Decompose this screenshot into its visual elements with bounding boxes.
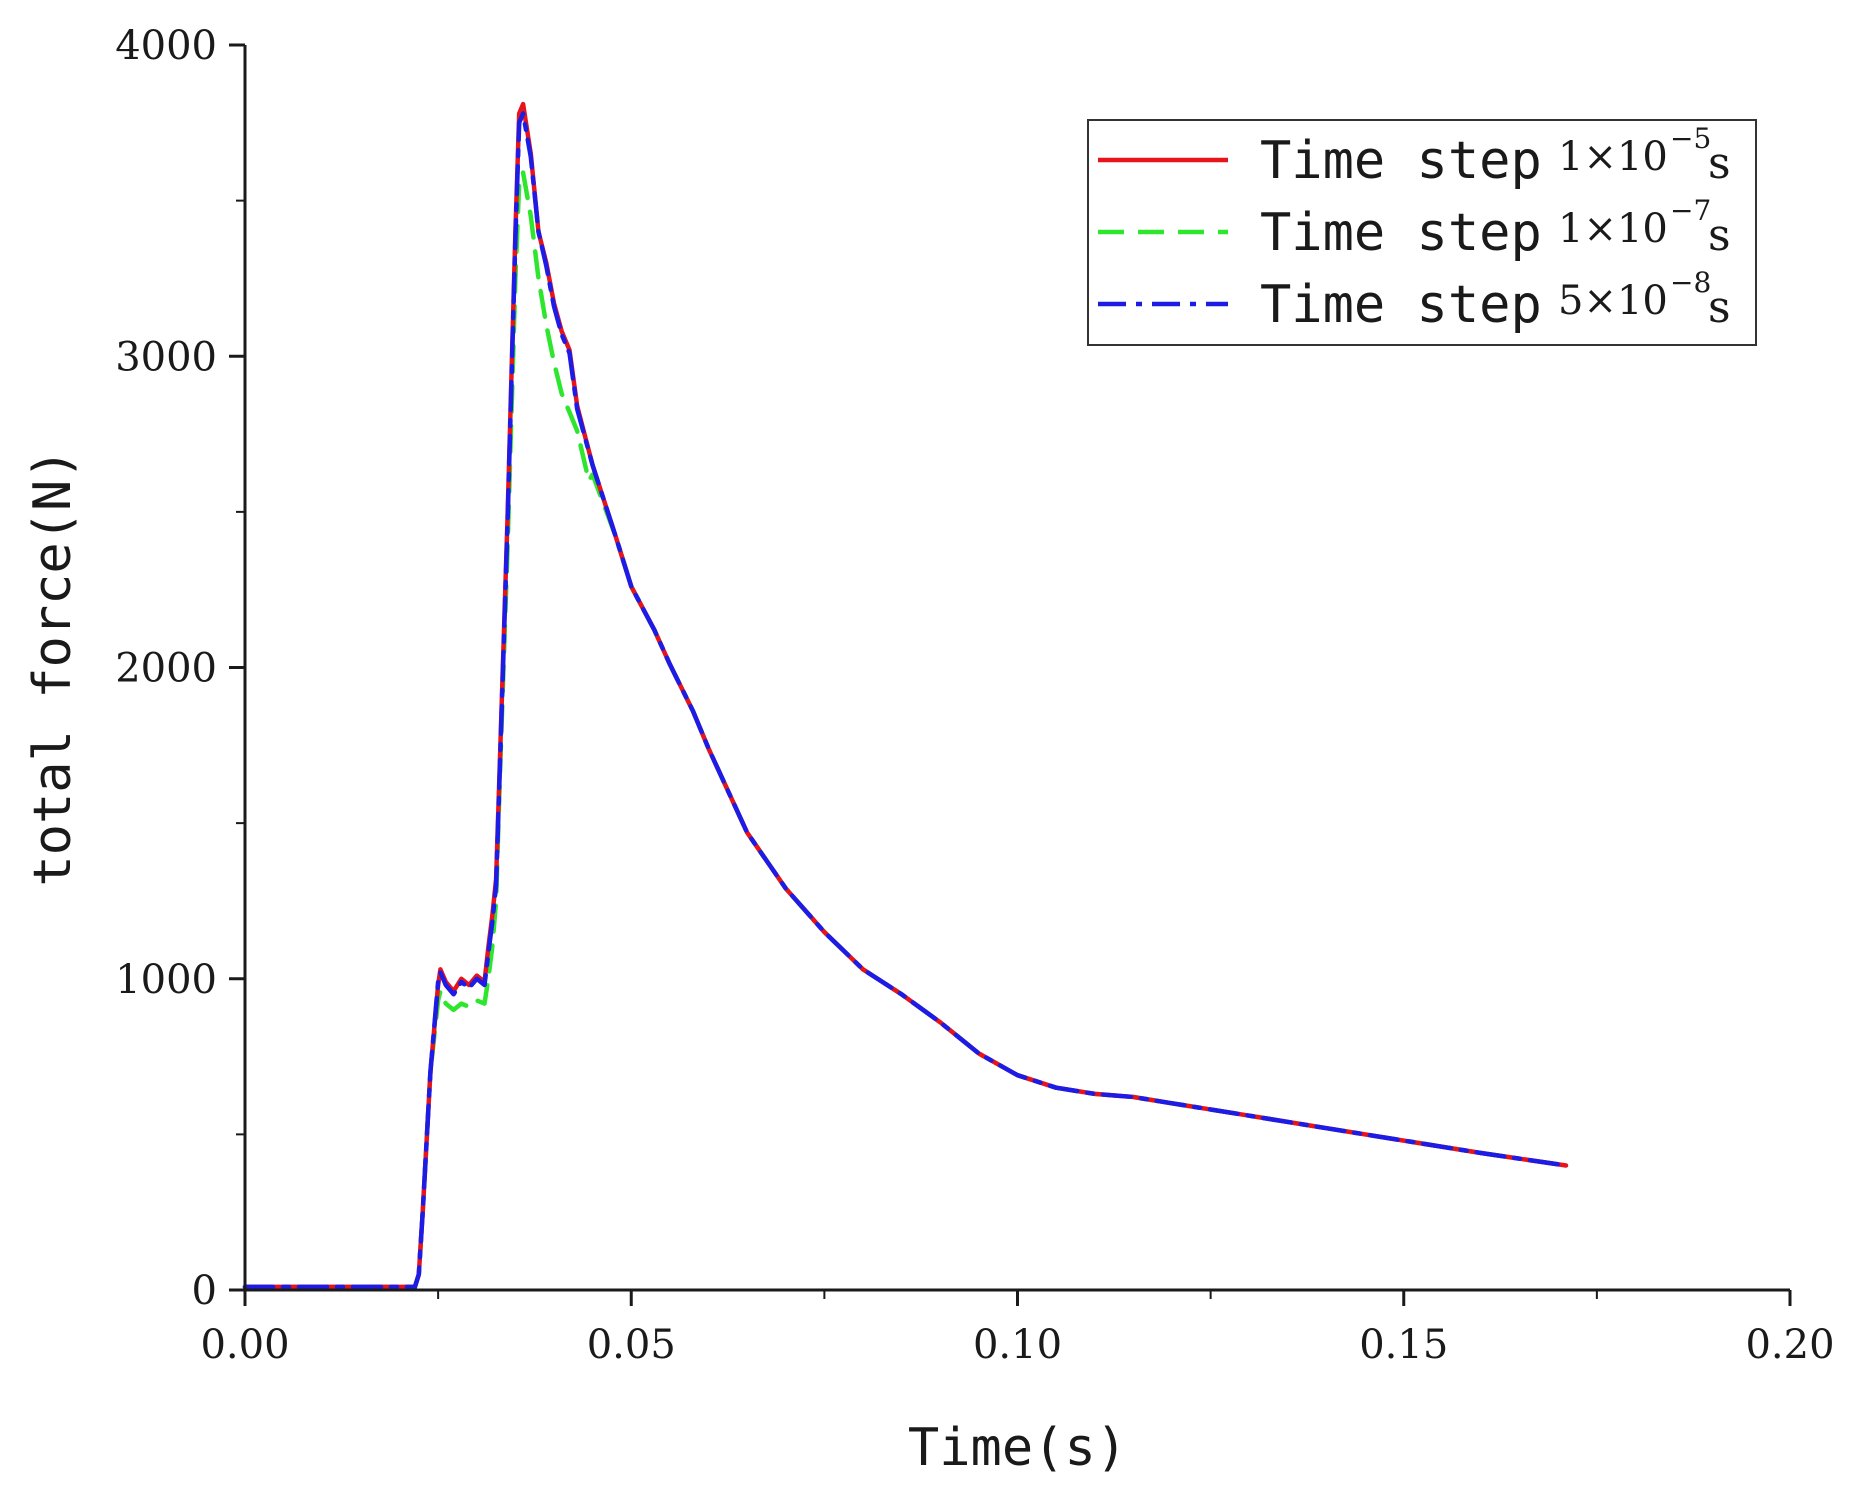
- axes: 0.00 0.05 0.10 0.15 0.20 0 1000 2000 3000 4000: [115, 23, 1834, 1368]
- x-tick-label: 0.10: [973, 1322, 1062, 1368]
- legend-label-2: Time step: [1260, 203, 1542, 263]
- y-tick-label: 4000: [115, 23, 217, 69]
- y-tick-label: 0: [192, 1268, 217, 1314]
- x-tick-label: 0.20: [1745, 1322, 1834, 1368]
- y-tick-label: 2000: [115, 646, 217, 692]
- series-line-3: [242, 111, 1569, 1290]
- legend-step-unit-3: s: [1708, 282, 1731, 333]
- legend-step-unit-2: s: [1708, 210, 1731, 261]
- x-tick-label: 0.05: [587, 1322, 676, 1368]
- plot-area: [242, 101, 1569, 1290]
- legend-label-1: Time step: [1260, 131, 1542, 191]
- y-tick-label: 1000: [115, 957, 217, 1003]
- x-tick-label: 0.15: [1359, 1322, 1448, 1368]
- x-axis-title: Time(s): [908, 1418, 1127, 1478]
- legend-label-3: Time step: [1260, 275, 1542, 335]
- legend-step-unit-1: s: [1708, 138, 1731, 189]
- legend-step-exponent-3: −8: [1670, 266, 1711, 299]
- legend-step-base-3: 5×10: [1558, 278, 1668, 324]
- legend-step-exponent-2: −7: [1670, 194, 1711, 227]
- x-tick-label: 0.00: [200, 1322, 289, 1368]
- legend-step-exponent-1: −5: [1670, 122, 1711, 155]
- legend-step-base-2: 1×10: [1558, 206, 1668, 252]
- y-tick-label: 3000: [115, 334, 217, 380]
- y-axis-title: total force(N): [23, 448, 83, 886]
- legend-step-base-1: 1×10: [1558, 134, 1668, 180]
